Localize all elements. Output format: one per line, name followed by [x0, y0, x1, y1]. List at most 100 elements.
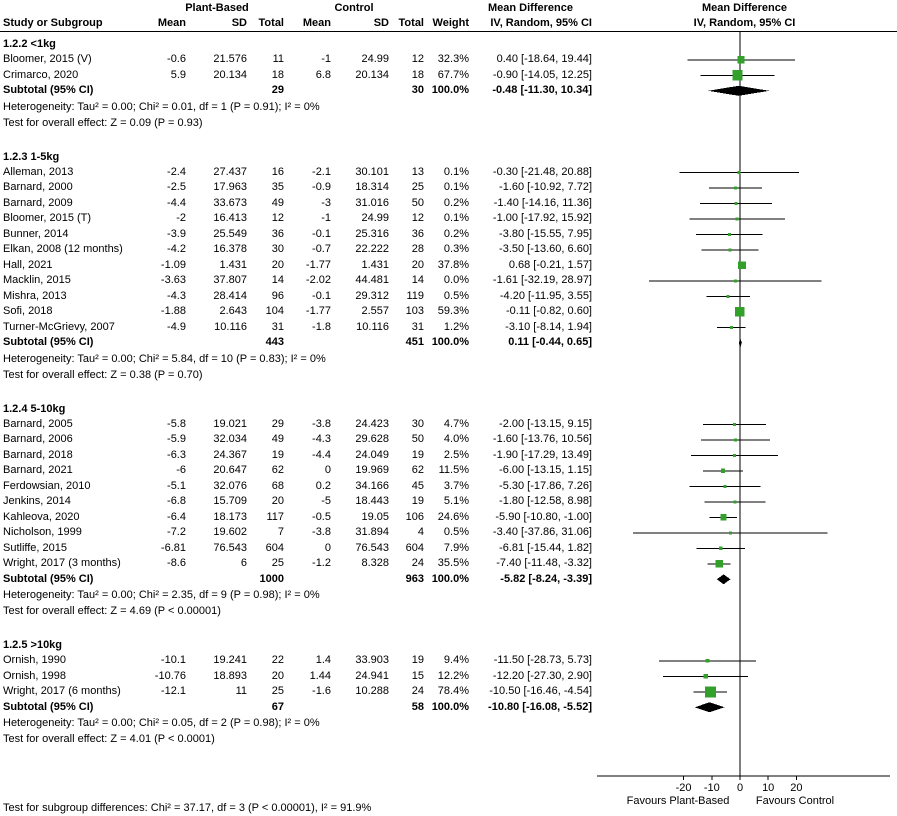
study-row: Hall, 2021 -1.09 1.431 20 -1.77 1.431 20 37.8% 0…	[0, 258, 897, 274]
control-sd: 24.049	[355, 448, 389, 461]
study-name: Turner-McGrievy, 2007	[3, 320, 115, 333]
control-sd	[331, 700, 389, 716]
plant-sd: 21.576	[213, 53, 247, 65]
weight-value: 5.1%	[443, 495, 469, 507]
control-sd	[331, 83, 389, 99]
control-group-label: Control	[334, 2, 374, 14]
heterogeneity-note: Heterogeneity: Tau² = 0.00; Chi² = 2.35,…	[3, 589, 320, 601]
plant-total: 62	[271, 464, 284, 476]
weight-value: 1.2%	[443, 320, 469, 333]
control-total: 20	[411, 258, 424, 271]
plant-total: 29	[271, 84, 284, 96]
ci-text: -1.80 [-12.58, 8.98]	[499, 495, 592, 507]
plant-sd: 2.643	[219, 305, 247, 317]
plant-mean	[150, 335, 186, 351]
study-name: Barnard, 2005	[3, 417, 73, 430]
control-sd: 19.969	[355, 464, 389, 476]
weight-value: 37.8%	[437, 258, 469, 271]
axis-tick-label: 0	[737, 782, 743, 794]
study-row: Barnard, 2000 -2.5 17.963 35 -0.9 18.314 25 0.1…	[0, 180, 897, 196]
plant-sd	[186, 83, 247, 99]
control-total: 25	[411, 181, 424, 193]
plant-mean: -6	[176, 464, 186, 476]
weight-value: 0.0%	[443, 274, 469, 286]
control-total: 18	[411, 68, 424, 81]
plant-mean: -2.5	[167, 181, 186, 193]
study-row: Bloomer, 2015 (V) -0.6 21.576 11 -1 24.99 12 32…	[0, 52, 897, 68]
study-name: Subtotal (95% CI)	[3, 700, 94, 713]
control-mean	[284, 335, 331, 351]
control-mean: -2.1	[312, 165, 331, 178]
plant-total: 11	[272, 53, 284, 65]
plant-total: 14	[271, 274, 284, 286]
control-total: 50	[411, 433, 424, 445]
plant-mean: -2	[176, 212, 186, 224]
control-sd: 31.894	[355, 526, 389, 538]
ci-text: -1.60 [-10.92, 7.72]	[499, 181, 592, 193]
plant-mean: -6.4	[167, 510, 186, 523]
plant-mean	[150, 572, 186, 588]
control-sd: 30.101	[355, 165, 389, 178]
plant-sd: 16.378	[213, 243, 247, 255]
control-sd: 10.116	[356, 320, 389, 333]
study-name: Wright, 2017 (3 months)	[3, 557, 121, 569]
study-name: Barnard, 2018	[3, 448, 73, 461]
study-row: Jenkins, 2014 -6.8 15.709 20 -5 18.443 19 5.1% -…	[0, 494, 897, 510]
plant-mean: -4.2	[167, 243, 186, 255]
plant-total: 20	[271, 258, 284, 271]
plant-total: 19	[271, 448, 284, 461]
subgroup-header: 1.2.4 5-10kg	[3, 402, 66, 415]
control-total: 24	[411, 557, 424, 569]
plant-based-group-label: Plant-Based	[185, 2, 249, 14]
control-mean: 0.2	[315, 479, 331, 492]
col-header-ci-plot: IV, Random, 95% CI	[693, 17, 796, 29]
weight-value: 24.6%	[437, 510, 469, 523]
ci-text: -11.50 [-28.73, 5.73]	[493, 654, 592, 666]
control-total: 19	[411, 654, 424, 666]
plant-mean: -0.6	[167, 53, 186, 65]
control-total: 36	[411, 227, 424, 240]
plant-mean: 5.9	[170, 68, 186, 81]
study-row: Sofi, 2018 -1.88 2.643 104 -1.77 2.557 103 59.3…	[0, 304, 897, 320]
plant-total: 18	[271, 68, 284, 81]
plant-total: 49	[271, 433, 284, 445]
plant-sd: 32.076	[213, 479, 247, 492]
weight-value: 0.1%	[443, 212, 469, 224]
col-header-control-sd: SD	[373, 17, 389, 29]
control-total: 451	[405, 336, 424, 348]
control-sd: 34.166	[355, 479, 389, 492]
study-row: Ferdowsian, 2010 -5.1 32.076 68 0.2 34.166 45 3…	[0, 479, 897, 495]
control-total: 31	[411, 320, 424, 333]
weight-value: 4.7%	[443, 417, 469, 430]
subtotal-row: Subtotal (95% CI) 443 451 100.0% 0.11 [-0.44…	[0, 335, 897, 351]
control-sd: 24.423	[355, 417, 389, 430]
weight-value: 7.9%	[443, 541, 469, 554]
overall-effect-note: Test for overall effect: Z = 0.09 (P = 0…	[3, 116, 203, 129]
plant-mean: -2.4	[167, 165, 186, 178]
col-header-study: Study or Subgroup	[3, 17, 103, 29]
plant-total: 20	[271, 495, 284, 507]
control-mean: -1	[321, 212, 331, 224]
plant-total: 68	[271, 479, 284, 492]
study-name: Barnard, 2006	[3, 433, 73, 445]
control-mean: 6.8	[315, 68, 331, 81]
section-gap	[0, 131, 897, 145]
weight-value: 35.5%	[437, 557, 469, 569]
subgroup-difference-note: Test for subgroup differences: Chi² = 37…	[3, 802, 372, 814]
plant-mean: -5.8	[167, 417, 186, 430]
plant-sd: 18.173	[213, 510, 247, 523]
plant-total: 104	[265, 305, 284, 317]
plant-total: 12	[271, 212, 284, 224]
control-total: 45	[411, 479, 424, 492]
plant-total: 29	[271, 417, 284, 430]
subtotal-row: Subtotal (95% CI) 1000 963 100.0% -5.82 [-8.…	[0, 572, 897, 588]
study-row: Ornish, 1990 -10.1 19.241 22 1.4 33.903 19 9.4%…	[0, 653, 897, 669]
control-mean: -0.5	[312, 510, 331, 523]
control-total: 30	[411, 417, 424, 430]
plant-mean: -6.3	[167, 448, 186, 461]
weight-value: 9.4%	[443, 654, 469, 666]
control-sd: 44.481	[355, 274, 389, 286]
control-mean: -1.77	[305, 258, 331, 271]
control-sd: 2.557	[361, 305, 389, 317]
study-name: Bloomer, 2015 (T)	[3, 212, 92, 224]
